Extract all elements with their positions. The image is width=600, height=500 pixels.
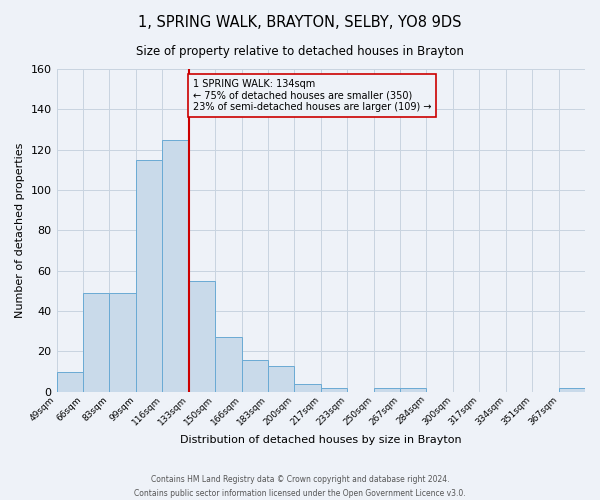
Bar [83, 293, 109, 392]
Bar [56, 372, 83, 392]
Bar [242, 360, 268, 392]
Text: Size of property relative to detached houses in Brayton: Size of property relative to detached ho… [136, 45, 464, 58]
Text: Contains HM Land Registry data © Crown copyright and database right 2024.
Contai: Contains HM Land Registry data © Crown c… [134, 476, 466, 498]
Bar [215, 338, 242, 392]
Bar [559, 388, 585, 392]
Bar [321, 388, 347, 392]
Text: 1 SPRING WALK: 134sqm
← 75% of detached houses are smaller (350)
23% of semi-det: 1 SPRING WALK: 134sqm ← 75% of detached … [193, 79, 431, 112]
Bar [374, 388, 400, 392]
Bar [400, 388, 427, 392]
Bar [295, 384, 321, 392]
X-axis label: Distribution of detached houses by size in Brayton: Distribution of detached houses by size … [180, 435, 461, 445]
Bar [162, 140, 188, 392]
Bar [109, 293, 136, 392]
Bar [188, 281, 215, 392]
Bar [268, 366, 295, 392]
Bar [136, 160, 162, 392]
Text: 1, SPRING WALK, BRAYTON, SELBY, YO8 9DS: 1, SPRING WALK, BRAYTON, SELBY, YO8 9DS [138, 15, 462, 30]
Y-axis label: Number of detached properties: Number of detached properties [15, 142, 25, 318]
